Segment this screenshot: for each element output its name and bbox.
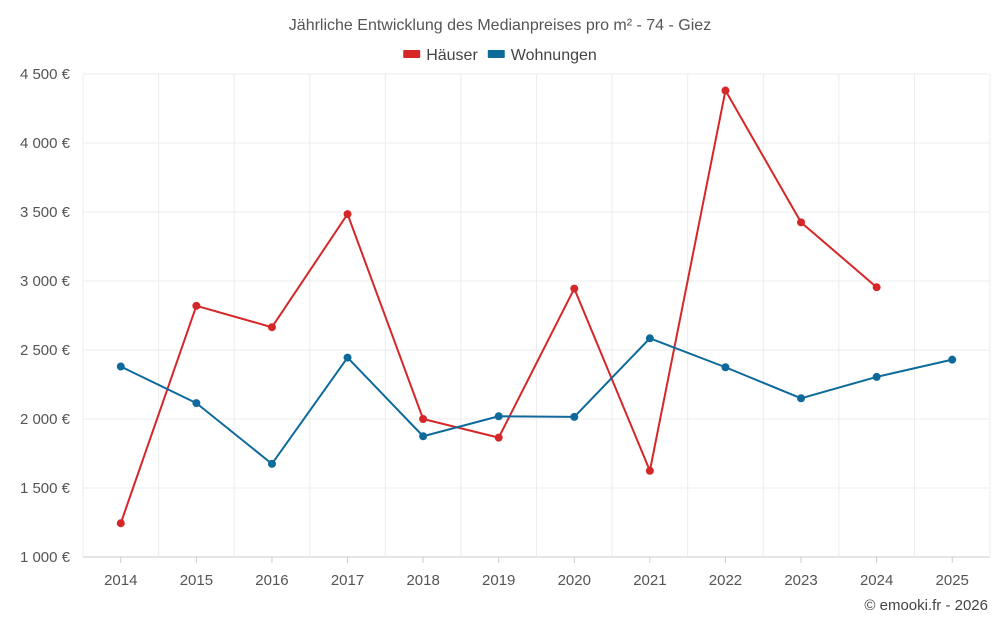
data-point[interactable] xyxy=(419,432,428,441)
x-axis: 2014 2015 2016 2017 2018 2019 2020 2021 2022 2023… xyxy=(104,557,969,589)
x-tick-label: 2014 xyxy=(104,572,137,589)
data-point[interactable] xyxy=(116,362,125,371)
x-tick-label: 2022 xyxy=(709,572,742,589)
y-tick-label: 2 000 € xyxy=(20,411,71,428)
series-line xyxy=(120,337,953,465)
series-wohnungen xyxy=(116,334,957,468)
data-point[interactable] xyxy=(721,363,730,372)
x-tick-label: 2024 xyxy=(860,572,893,589)
x-tick-label: 2023 xyxy=(784,572,817,589)
legend-item[interactable]: Häuser xyxy=(403,47,478,64)
credit-text: © emooki.fr - 2026 xyxy=(864,597,988,614)
data-point[interactable] xyxy=(797,218,806,227)
y-tick-label: 1 500 € xyxy=(20,480,71,497)
data-point[interactable] xyxy=(948,355,957,364)
data-point[interactable] xyxy=(645,334,654,343)
data-point[interactable] xyxy=(494,412,503,421)
data-point[interactable] xyxy=(192,301,201,310)
legend-swatch xyxy=(403,50,421,58)
data-point[interactable] xyxy=(570,284,579,293)
x-tick-label: 2021 xyxy=(633,572,666,589)
x-tick-label: 2017 xyxy=(331,572,364,589)
legend: Häuser Wohnungen xyxy=(403,47,597,64)
data-point[interactable] xyxy=(721,86,730,95)
y-tick-label: 1 000 € xyxy=(20,549,71,566)
data-point[interactable] xyxy=(343,353,352,362)
y-tick-label: 4 500 € xyxy=(20,66,71,83)
y-tick-label: 4 000 € xyxy=(20,135,71,152)
x-tick-label: 2025 xyxy=(936,572,969,589)
data-point[interactable] xyxy=(645,466,654,475)
legend-swatch xyxy=(487,50,505,58)
x-tick-label: 2016 xyxy=(255,572,288,589)
legend-label: Häuser xyxy=(426,47,478,64)
gridlines xyxy=(82,73,991,558)
data-point[interactable] xyxy=(267,459,276,468)
data-point[interactable] xyxy=(419,415,428,423)
y-tick-label: 3 500 € xyxy=(20,204,71,221)
data-point[interactable] xyxy=(267,323,276,332)
series-layer xyxy=(116,86,957,528)
data-point[interactable] xyxy=(494,433,503,442)
x-tick-label: 2015 xyxy=(180,572,213,589)
y-axis: 1 000 € 1 500 € 2 000 € 2 500 € 3 000 € 3 500… xyxy=(20,66,71,566)
series-h-user xyxy=(116,86,881,528)
data-point[interactable] xyxy=(192,399,201,408)
data-point[interactable] xyxy=(872,372,881,381)
y-tick-label: 3 000 € xyxy=(20,273,71,290)
x-tick-label: 2018 xyxy=(406,572,439,589)
x-tick-label: 2020 xyxy=(558,572,591,589)
data-point[interactable] xyxy=(797,394,806,403)
x-tick-label: 2019 xyxy=(482,572,515,589)
chart-title: Jährliche Entwicklung des Medianpreises … xyxy=(289,17,711,34)
data-point[interactable] xyxy=(872,283,881,292)
data-point[interactable] xyxy=(343,210,352,219)
y-tick-label: 2 500 € xyxy=(20,342,71,359)
legend-item[interactable]: Wohnungen xyxy=(487,47,597,64)
data-point[interactable] xyxy=(570,412,579,421)
legend-label: Wohnungen xyxy=(511,47,597,64)
data-point[interactable] xyxy=(116,519,125,528)
